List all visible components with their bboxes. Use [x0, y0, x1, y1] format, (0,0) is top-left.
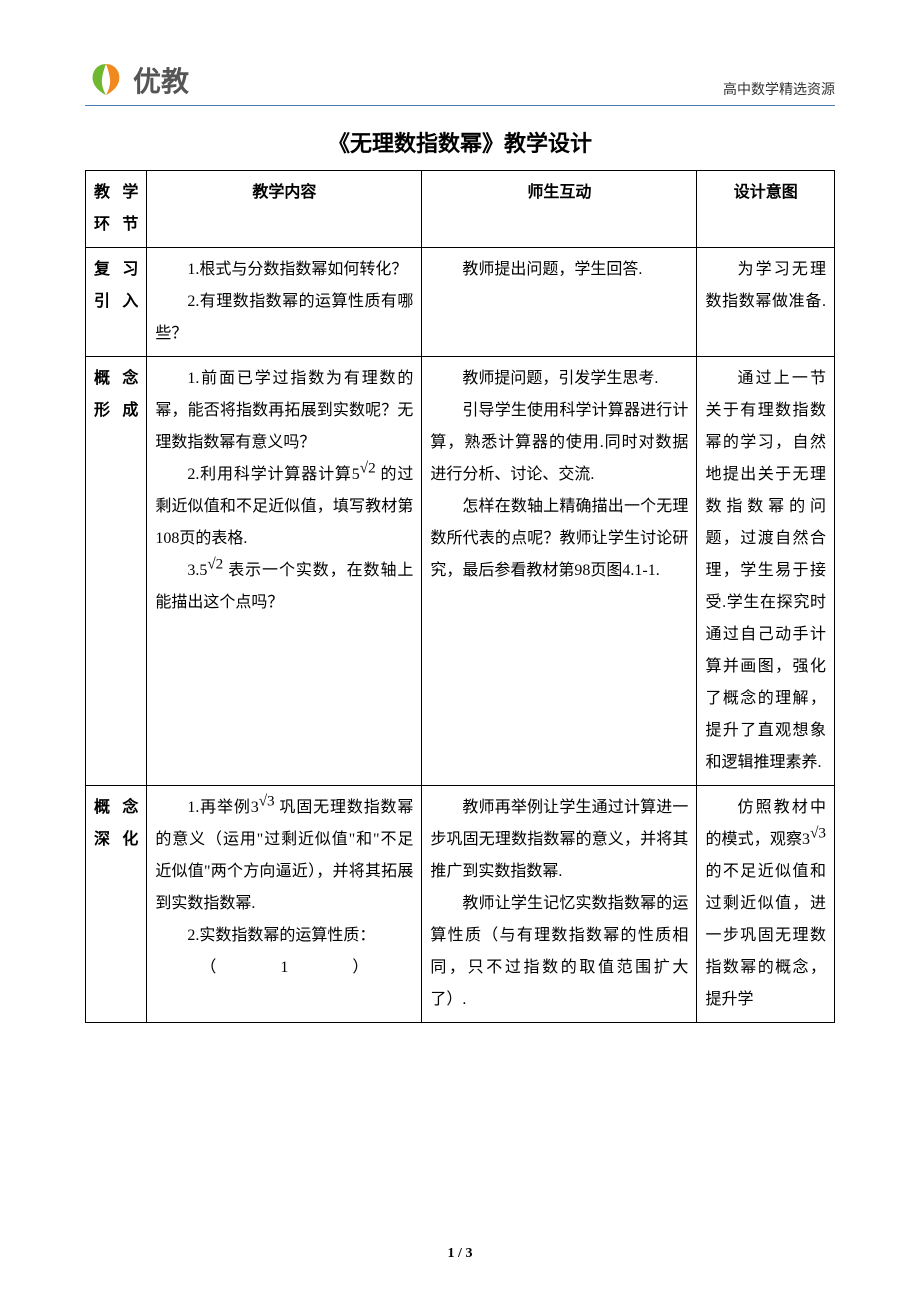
content-line: 1.根式与分数指数幂如何转化？ [155, 254, 413, 286]
brand-name: 优教 [133, 60, 189, 100]
interact-cell: 教师提问题，引发学生思考. 引导学生使用科学计算器进行计算，熟悉计算器的使用.同… [422, 357, 697, 786]
table-row: 复习引入 1.根式与分数指数幂如何转化？ 2.有理数指数幂的运算性质有哪些？ 教… [86, 248, 835, 357]
brand-logo: 优教 [85, 59, 189, 101]
content-line: （ 1 ） [155, 952, 413, 984]
page-number: 1 [448, 1246, 455, 1261]
stage-cell: 概念深化 [86, 786, 147, 1023]
intent-cell: 通过上一节关于有理数指数幂的学习，自然地提出关于无理数指数幂的问题，过渡自然合理… [697, 357, 835, 786]
content-line: 1.再举例3√3 巩固无理数指数幂的意义（运用"过剩近似值"和"不足近似值"两个… [155, 792, 413, 920]
content-line: 3.5√2 表示一个实数，在数轴上能描出这个点吗？ [155, 555, 413, 619]
col-header-interact: 师生互动 [422, 171, 697, 248]
interact-line: 怎样在数轴上精确描出一个无理数所代表的点呢？教师让学生讨论研究，最后参看教材第9… [430, 491, 688, 587]
intent-line: 通过上一节关于有理数指数幂的学习，自然地提出关于无理数指数幂的问题，过渡自然合理… [705, 363, 826, 779]
intent-cell: 为学习无理数指数幂做准备. [697, 248, 835, 357]
content-cell: 1.再举例3√3 巩固无理数指数幂的意义（运用"过剩近似值"和"不足近似值"两个… [147, 786, 422, 1023]
table-row: 概念形成 1.前面已学过指数为有理数的幂，能否将指数再拓展到实数呢？无理数指数幂… [86, 357, 835, 786]
document-title: 《无理数指数幂》教学设计 [85, 126, 835, 158]
col-header-intent: 设计意图 [697, 171, 835, 248]
logo-swirl-icon [85, 59, 127, 101]
interact-line: 教师再举例让学生通过计算进一步巩固无理数指数幂的意义，并将其推广到实数指数幂. [430, 792, 688, 888]
content-line: 2.有理数指数幂的运算性质有哪些？ [155, 286, 413, 350]
interact-cell: 教师提出问题，学生回答. [422, 248, 697, 357]
intent-cell: 仿照教材中的模式，观察3√3 的不足近似值和过剩近似值，进一步巩固无理数指数幂的… [697, 786, 835, 1023]
page-total: 3 [465, 1246, 472, 1261]
content-line: 2.利用科学计算器计算5√2 的过剩近似值和不足近似值，填写教材第108页的表格… [155, 459, 413, 555]
intent-line: 为学习无理数指数幂做准备. [705, 254, 826, 318]
content-cell: 1.根式与分数指数幂如何转化？ 2.有理数指数幂的运算性质有哪些？ [147, 248, 422, 357]
stage-cell: 概念形成 [86, 357, 147, 786]
header-right-text: 高中数学精选资源 [723, 79, 835, 101]
page-header: 优教 高中数学精选资源 [85, 50, 835, 106]
interact-line: 教师提出问题，学生回答. [430, 254, 688, 286]
col-header-content: 教学内容 [147, 171, 422, 248]
interact-line: 引导学生使用科学计算器进行计算，熟悉计算器的使用.同时对数据进行分析、讨论、交流… [430, 395, 688, 491]
stage-cell: 复习引入 [86, 248, 147, 357]
interact-line: 教师让学生记忆实数指数幂的运算性质（与有理数指数幂的性质相同，只不过指数的取值范… [430, 888, 688, 1016]
content-cell: 1.前面已学过指数为有理数的幂，能否将指数再拓展到实数呢？无理数指数幂有意义吗？… [147, 357, 422, 786]
intent-line: 仿照教材中的模式，观察3√3 的不足近似值和过剩近似值，进一步巩固无理数指数幂的… [705, 792, 826, 1016]
page-footer: 1 / 3 [0, 1246, 920, 1262]
content-line: 2.实数指数幂的运算性质： [155, 920, 413, 952]
interact-cell: 教师再举例让学生通过计算进一步巩固无理数指数幂的意义，并将其推广到实数指数幂. … [422, 786, 697, 1023]
content-line: 1.前面已学过指数为有理数的幂，能否将指数再拓展到实数呢？无理数指数幂有意义吗？ [155, 363, 413, 459]
col-header-stage: 教学环节 [86, 171, 147, 248]
lesson-plan-table: 教学环节 教学内容 师生互动 设计意图 复习引入 1.根式与分数指数幂如何转化？… [85, 170, 835, 1023]
table-row: 概念深化 1.再举例3√3 巩固无理数指数幂的意义（运用"过剩近似值"和"不足近… [86, 786, 835, 1023]
table-header-row: 教学环节 教学内容 师生互动 设计意图 [86, 171, 835, 248]
interact-line: 教师提问题，引发学生思考. [430, 363, 688, 395]
